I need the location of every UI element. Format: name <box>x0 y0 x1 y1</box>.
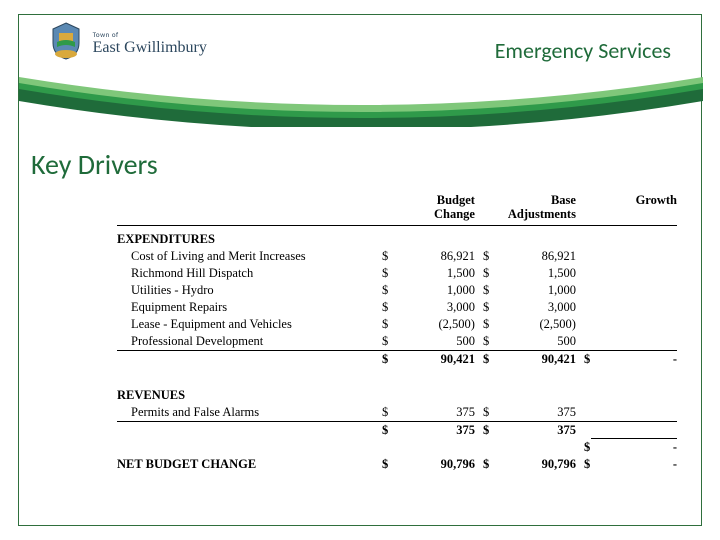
slide-frame: Town of East Gwillimbury Emergency Servi… <box>18 14 702 526</box>
revenues-growth-line: $- <box>117 439 677 457</box>
table-row: Utilities - Hydro$1,000$1,000 <box>117 282 677 299</box>
swoosh-divider <box>19 67 701 127</box>
table-row: Equipment Repairs$3,000$3,000 <box>117 299 677 316</box>
revenues-heading: REVENUES <box>117 382 677 404</box>
col-growth: Growth <box>591 193 677 223</box>
key-drivers-table: BudgetChange BaseAdjustments Growth EXPE… <box>117 193 677 473</box>
section-title: Key Drivers <box>31 147 158 182</box>
table-row: Lease - Equipment and Vehicles$(2,500)$(… <box>117 316 677 333</box>
expenditures-subtotal: $90,421$90,421$- <box>117 350 677 368</box>
col-budget-change: BudgetChange <box>389 193 475 223</box>
town-name: Town of East Gwillimbury <box>93 30 207 57</box>
town-small-label: Town of <box>93 30 207 39</box>
slide-header: Town of East Gwillimbury Emergency Servi… <box>19 15 701 65</box>
net-budget-change: NET BUDGET CHANGE$90,796$90,796$- <box>117 456 677 473</box>
table-row: Permits and False Alarms$375$375 <box>117 404 677 422</box>
table-row: Professional Development$500$500 <box>117 333 677 351</box>
town-logo: Town of East Gwillimbury <box>49 21 207 66</box>
table-row: Cost of Living and Merit Increases$86,92… <box>117 248 677 265</box>
revenues-subtotal: $375$375 <box>117 421 677 439</box>
crest-icon <box>49 21 83 66</box>
department-title: Emergency Services <box>495 37 671 64</box>
col-header-text: BudgetChange <box>389 194 475 222</box>
expenditures-heading: EXPENDITURES <box>117 225 677 248</box>
table-row: Richmond Hill Dispatch$1,500$1,500 <box>117 265 677 282</box>
col-header-text: BaseAdjustments <box>490 194 576 222</box>
town-main-label: East Gwillimbury <box>93 39 207 57</box>
col-base-adjustments: BaseAdjustments <box>490 193 576 223</box>
